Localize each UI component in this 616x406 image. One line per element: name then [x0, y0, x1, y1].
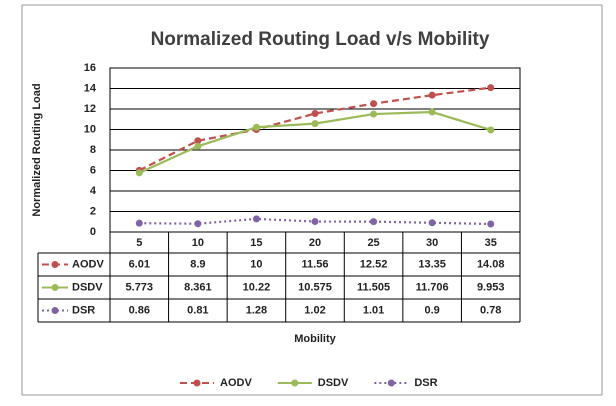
- chart-title: Normalized Routing Load v/s Mobility: [151, 29, 490, 50]
- table-value: 8.361: [184, 281, 212, 293]
- y-tick-label: 4: [90, 185, 97, 197]
- legend-marker: [193, 379, 201, 387]
- legend-label: DSR: [414, 377, 437, 389]
- data-point: [252, 123, 260, 131]
- table-value: 11.706: [416, 281, 449, 293]
- table-value: 0.78: [480, 304, 501, 316]
- table-value: 0.9: [424, 304, 439, 316]
- data-point: [194, 220, 202, 228]
- x-tick-label: 15: [250, 237, 262, 249]
- data-point: [252, 215, 260, 223]
- data-point: [487, 220, 495, 228]
- table-value: 13.35: [418, 258, 446, 270]
- table-value: 9.953: [477, 281, 505, 293]
- y-tick-label: 2: [90, 205, 96, 217]
- x-tick-label: 30: [426, 237, 438, 249]
- data-point: [487, 84, 495, 92]
- legend-marker: [51, 284, 59, 291]
- table-value: 1.28: [246, 304, 267, 316]
- y-axis-title: Normalized Routing Load: [31, 83, 43, 216]
- y-tick-label: 12: [84, 103, 96, 115]
- y-tick-label: 6: [90, 164, 96, 176]
- table-value: 11.56: [302, 258, 329, 270]
- table-series-name: DSDV: [72, 281, 103, 293]
- legend-label: AODV: [220, 377, 252, 389]
- data-point: [370, 110, 378, 118]
- data-point: [428, 91, 436, 99]
- x-tick-label: 10: [192, 237, 204, 249]
- chart-border: [21, 4, 603, 396]
- data-point: [194, 137, 202, 145]
- data-point: [428, 219, 436, 227]
- legend-marker: [51, 261, 59, 268]
- y-tick-label: 16: [84, 62, 96, 74]
- x-tick-label: 5: [136, 237, 142, 249]
- legend-marker: [387, 379, 395, 387]
- y-tick-label: 0: [90, 226, 96, 238]
- table-value: 12.52: [360, 258, 388, 270]
- table-value: 10: [250, 258, 262, 270]
- table-value: 0.81: [187, 304, 208, 316]
- data-point: [370, 100, 378, 108]
- x-tick-label: 35: [485, 237, 497, 249]
- x-tick-label: 20: [309, 237, 321, 249]
- x-tick-label: 25: [367, 237, 379, 249]
- data-point: [428, 108, 436, 116]
- table-value: 0.86: [129, 304, 150, 316]
- x-axis-title: Mobility: [294, 333, 336, 345]
- legend-marker: [291, 379, 299, 387]
- data-point: [311, 218, 319, 226]
- data-point: [311, 110, 319, 118]
- table-value: 1.02: [304, 304, 325, 316]
- legend-label: DSDV: [318, 377, 349, 389]
- data-point: [194, 142, 202, 150]
- table-value: 6.01: [129, 258, 150, 270]
- table-value: 10.575: [298, 281, 332, 293]
- data-point: [370, 218, 378, 226]
- table-value: 8.9: [190, 258, 205, 270]
- data-point: [311, 120, 319, 128]
- legend-marker: [51, 307, 59, 314]
- table-value: 10.22: [243, 281, 271, 293]
- data-point: [487, 126, 495, 134]
- table-series-name: AODV: [72, 258, 104, 270]
- table-value: 11.505: [357, 281, 390, 293]
- table-series-name: DSR: [72, 304, 95, 316]
- table-value: 1.01: [363, 304, 384, 316]
- table-value: 14.08: [477, 258, 505, 270]
- y-tick-label: 8: [90, 144, 96, 156]
- table-value: 5.773: [126, 281, 154, 293]
- plot-border: [109, 67, 521, 233]
- data-point: [135, 219, 143, 227]
- data-point: [135, 169, 143, 177]
- y-tick-label: 14: [84, 82, 97, 94]
- y-tick-label: 10: [84, 123, 96, 135]
